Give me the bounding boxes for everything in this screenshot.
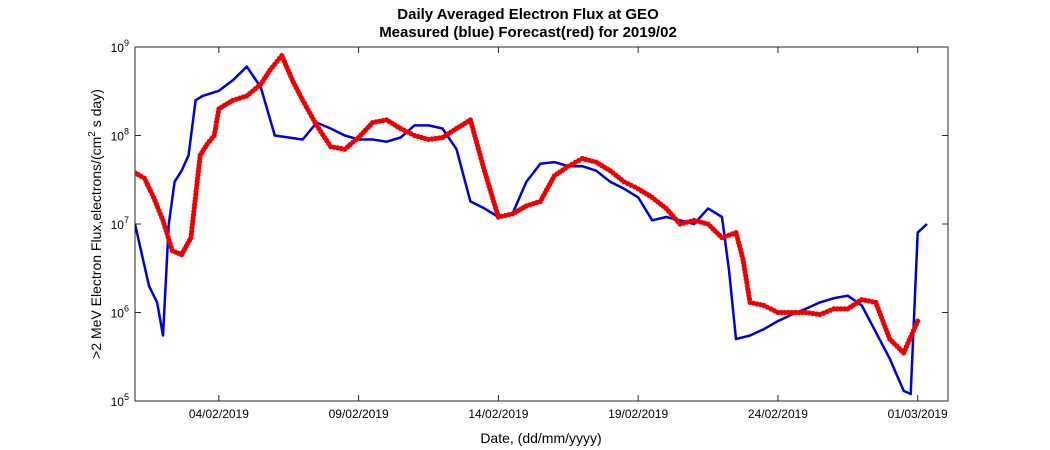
chart-subtitle: Measured (blue) Forecast(red) for 2019/0… (379, 24, 677, 41)
y-tick-exponent: 9 (124, 38, 129, 48)
y-tick-label: 106 (111, 304, 129, 321)
forecast-point (915, 318, 921, 324)
y-tick-label: 108 (111, 127, 129, 144)
y-tick-exponent: 8 (124, 127, 129, 137)
series-layer (135, 53, 928, 396)
x-tick-label: 19/02/2019 (608, 407, 668, 421)
plot-area-frame (134, 46, 949, 402)
y-axis-label-tail: s day) (88, 89, 104, 131)
y-tick-exponent: 6 (124, 304, 129, 314)
chart-title: Daily Averaged Electron Flux at GEO (397, 6, 659, 23)
x-tick-label: 04/02/2019 (189, 407, 249, 421)
x-tick-label: 09/02/2019 (329, 407, 389, 421)
x-tick-label: 14/02/2019 (468, 407, 528, 421)
y-tick-label: 109 (111, 38, 129, 55)
x-tick-label: 24/02/2019 (748, 407, 808, 421)
measured-series-line (135, 65, 928, 396)
y-tick-label: 107 (111, 215, 129, 232)
y-tick-base: 10 (111, 307, 125, 321)
y-tick-base: 10 (111, 395, 125, 409)
y-tick-base: 10 (111, 130, 125, 144)
y-tick-exponent: 5 (124, 392, 129, 402)
y-tick-exponent: 7 (124, 215, 129, 225)
x-axis-label: Date, (dd/mm/yyyy) (480, 430, 601, 446)
y-axis-label-superscript: 2 (87, 131, 98, 137)
y-tick-base: 10 (111, 218, 125, 232)
y-tick-label: 105 (111, 392, 129, 409)
y-axis-label-main: >2 MeV Electron Flux,electrons/(cm (88, 137, 104, 359)
x-axis: 04/02/2019 09/02/2019 14/02/2019 19/02/2019… (189, 47, 948, 421)
y-axis-label: >2 MeV Electron Flux,electrons/(cm2 s da… (87, 89, 104, 359)
y-tick-base: 10 (111, 41, 125, 55)
forecast-series-markers (135, 53, 921, 356)
x-tick-label: 01/03/2019 (888, 407, 948, 421)
